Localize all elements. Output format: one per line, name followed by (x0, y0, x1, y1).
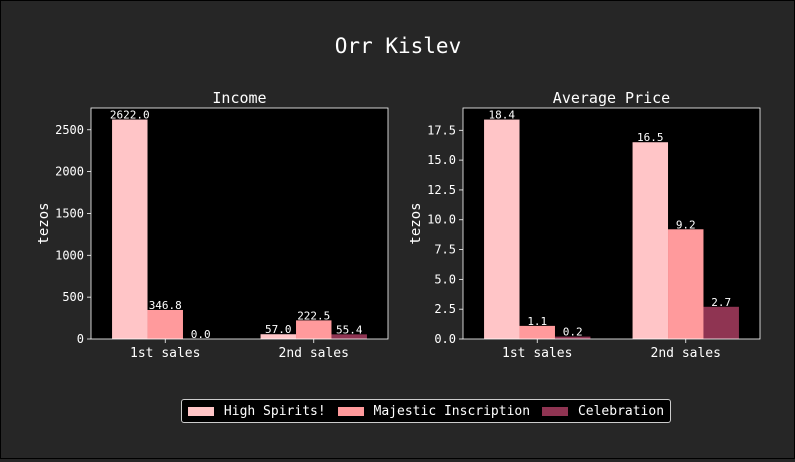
panel-2-y-tick-label: 15.0 (427, 153, 456, 167)
legend: High Spirits! Majestic Inscription Celeb… (181, 399, 671, 423)
panel-2-y-tick-label: 0.0 (434, 332, 456, 346)
panel-2-x-tick-label: 2nd sales (651, 346, 721, 361)
panel-1-y-tick-label: 1500 (55, 206, 84, 220)
legend-swatch-celebration (541, 406, 568, 416)
panel-2-bar (484, 119, 520, 339)
panel-2-title: Average Price (553, 89, 670, 107)
panel-1-y-tick-label: 500 (62, 290, 84, 304)
figure-title: Orr Kislev (335, 34, 461, 58)
panel-2-axes-frame (462, 107, 761, 340)
panel-1-x-tick-label: 1st sales (130, 346, 200, 361)
legend-item-high-spirits: High Spirits! (187, 403, 326, 419)
panel-1-value-label: 346.8 (149, 299, 182, 312)
panel-1-bar (112, 119, 148, 339)
panel-2-value-label: 2.7 (711, 296, 731, 309)
panel-2-value-label: 16.5 (637, 131, 664, 144)
panel-1-bar (296, 320, 332, 339)
panel-2-y-tick-label: 7.5 (434, 243, 456, 257)
legend-label-high-spirits: High Spirits! (223, 403, 326, 419)
panel-1-value-label: 0.0 (191, 328, 211, 341)
panel-1-title: Income (212, 89, 266, 107)
panel-1-bar (331, 334, 367, 339)
panel-2-y-tick-label: 5.0 (434, 272, 456, 286)
legend-label-celebration: Celebration (577, 403, 665, 419)
panel-2-value-label: 0.2 (563, 326, 583, 339)
panel-2-y-tick-label: 2.5 (434, 302, 456, 316)
panel-1-bar (147, 309, 183, 339)
panel-2-y-tick-label: 10.0 (427, 213, 456, 227)
panel-2-x-tick-label: 1st sales (502, 346, 572, 361)
panel-1-bar (260, 334, 297, 339)
panel-2-value-label: 1.1 (527, 315, 547, 328)
panel-2-bar (632, 142, 669, 339)
panel-1-y-tick-label: 1000 (55, 248, 84, 262)
legend-item-majestic-inscription: Majestic Inscription (337, 403, 531, 419)
panel-1-y-tick-label: 0 (77, 332, 84, 346)
panel-1-value-label: 2622.0 (110, 109, 150, 122)
panel-2-bar (703, 306, 739, 339)
panel-1-y-tick-label: 2500 (55, 123, 84, 137)
panel-2-y-tick-label: 12.5 (427, 183, 456, 197)
panel-1-value-label: 55.4 (336, 323, 363, 336)
panel-2-value-label: 9.2 (676, 218, 696, 231)
panel-1-x-tick-label: 2nd sales (279, 346, 349, 361)
legend-swatch-majestic-inscription (337, 406, 364, 416)
panel-2-bar (519, 325, 555, 339)
legend-swatch-high-spirits (187, 406, 214, 416)
panel-2-bar (668, 229, 704, 339)
legend-item-celebration: Celebration (541, 403, 665, 419)
panel-2-y-tick-label: 17.5 (427, 123, 456, 137)
panel-1-axes-frame (90, 107, 389, 340)
panel-2-bar (554, 336, 591, 339)
panel-1-y-axis-label: tezos (36, 202, 52, 244)
legend-label-majestic-inscription: Majestic Inscription (373, 403, 531, 419)
panel-1-y-tick-label: 2000 (55, 165, 84, 179)
panel-2-y-axis-label: tezos (408, 202, 424, 244)
panel-1-value-label: 57.0 (265, 323, 292, 336)
panel-1-value-label: 222.5 (297, 309, 330, 322)
panel-2-value-label: 18.4 (489, 109, 516, 122)
